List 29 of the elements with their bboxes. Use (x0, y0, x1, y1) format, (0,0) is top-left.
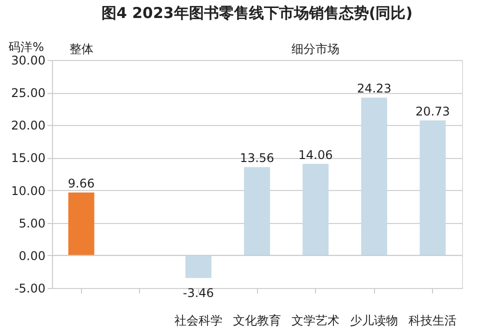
bar (244, 167, 270, 256)
data-label: 13.56 (240, 151, 274, 166)
y-tick-label: 5.00 (18, 216, 46, 230)
x-tick-label: 少儿读物 (350, 314, 398, 328)
data-label: -3.46 (182, 286, 214, 300)
y-tick-label: 25.00 (11, 86, 46, 100)
y-tick-label: 15.00 (11, 151, 46, 166)
data-label: 14.06 (298, 148, 333, 162)
bar (361, 98, 388, 256)
text: 细分市场 (292, 42, 340, 56)
bar (185, 255, 212, 278)
y-axis-title: 码洋% (8, 40, 44, 54)
bar (68, 192, 94, 256)
data-label: 9.66 (68, 176, 95, 190)
y-tick-label: -5.00 (14, 282, 46, 296)
text: 整体 (69, 42, 94, 56)
y-tick-label: 20.00 (11, 118, 46, 133)
x-tick-label: 科技生活 (408, 314, 457, 328)
y-tick-label: 30.00 (11, 54, 46, 68)
data-label: 20.73 (416, 104, 450, 118)
x-tick-label: 文化教育 (233, 314, 281, 328)
y-tick-label: 10.00 (11, 184, 46, 198)
x-tick-label: 社会科学 (174, 314, 222, 328)
bar (420, 120, 446, 256)
chart-title: 图4 2023年图书零售线下市场销售态势(同比) (101, 4, 413, 22)
data-label: 24.23 (356, 82, 392, 96)
y-tick-label: 0.00 (18, 248, 46, 263)
bar (302, 164, 329, 256)
x-tick-label: 文学艺术 (292, 314, 340, 328)
